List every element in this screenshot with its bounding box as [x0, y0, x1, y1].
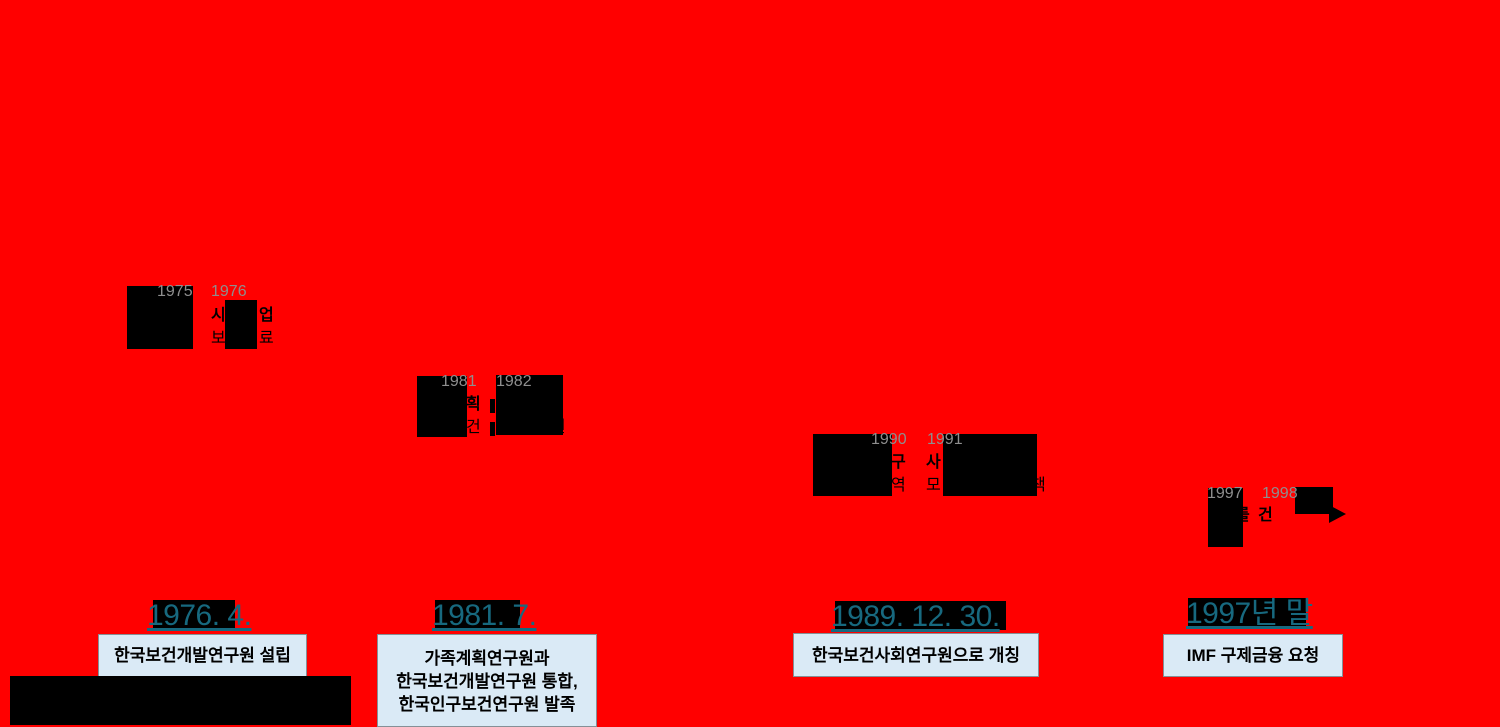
- redaction-box: [943, 434, 1037, 496]
- event-label-box: 한국보건사회연구원으로 개칭: [793, 633, 1039, 677]
- redaction-box: [127, 286, 193, 349]
- text-fragment: 료: [259, 330, 274, 347]
- year-label-1982: 1982: [496, 373, 532, 390]
- text-fragment: 보: [211, 330, 226, 347]
- timeline-date-1989: 1989. 12. 30.: [831, 600, 1000, 633]
- year-label-1976: 1976: [211, 283, 247, 300]
- timeline-date-1997: 1997년 말: [1186, 597, 1313, 630]
- event-label-box: IMF 구제금융 요청: [1163, 634, 1343, 677]
- text-fragment: 사: [926, 454, 941, 471]
- year-label-1997: 1997: [1207, 485, 1243, 502]
- glyph-sliver: [490, 399, 495, 413]
- date-redaction-box: [153, 600, 235, 629]
- event-label-text: 한국보건사회연구원으로 개칭: [811, 645, 1021, 665]
- year-label-1990: 1990: [871, 431, 907, 448]
- date-redaction-box: [435, 600, 520, 629]
- timeline-date-1976: 1976. 4.: [147, 599, 252, 632]
- redaction-box: [417, 376, 467, 437]
- glyph-sliver: [490, 422, 495, 436]
- text-fragment: 획: [466, 396, 481, 413]
- text-fragment: 업: [259, 307, 274, 324]
- event-label-box: 한국보건개발연구원 설립: [98, 634, 307, 677]
- year-label-1991: 1991: [927, 431, 963, 448]
- event-label-text: IMF 구제금융 요청: [1186, 646, 1320, 665]
- redaction-arrow: [1329, 505, 1346, 523]
- redaction-box: [496, 375, 563, 435]
- redaction-box: [1208, 488, 1243, 547]
- event-label-text: 한국인구보건연구원 발족: [398, 695, 576, 714]
- year-label-1975: 1975: [157, 283, 193, 300]
- date-redaction-box: [835, 601, 1006, 630]
- date-redaction-box: [1188, 598, 1306, 628]
- text-fragment: 건: [1258, 507, 1273, 524]
- redaction-box: [225, 300, 257, 349]
- text-fragment: 시: [211, 307, 226, 324]
- event-label-text: 한국보건개발연구원 설립: [114, 646, 291, 665]
- redaction-box: [813, 434, 892, 496]
- text-fragment: 건: [466, 419, 481, 436]
- text-fragment: 구: [891, 454, 906, 471]
- event-label-box: 가족계획연구원과 한국보건개발연구원 통합, 한국인구보건연구원 발족: [377, 634, 597, 727]
- redaction-box: [10, 676, 351, 725]
- event-label-text: 한국보건개발연구원 통합,: [396, 672, 578, 691]
- redaction-box: [1295, 487, 1333, 514]
- year-label-1981: 1981: [441, 373, 477, 390]
- text-fragment: 역: [891, 477, 906, 494]
- text-fragment: 모: [926, 477, 941, 494]
- event-label-text: 가족계획연구원과: [424, 649, 550, 668]
- timeline-date-1981: 1981. 7.: [432, 599, 537, 632]
- year-label-1998: 1998: [1262, 485, 1298, 502]
